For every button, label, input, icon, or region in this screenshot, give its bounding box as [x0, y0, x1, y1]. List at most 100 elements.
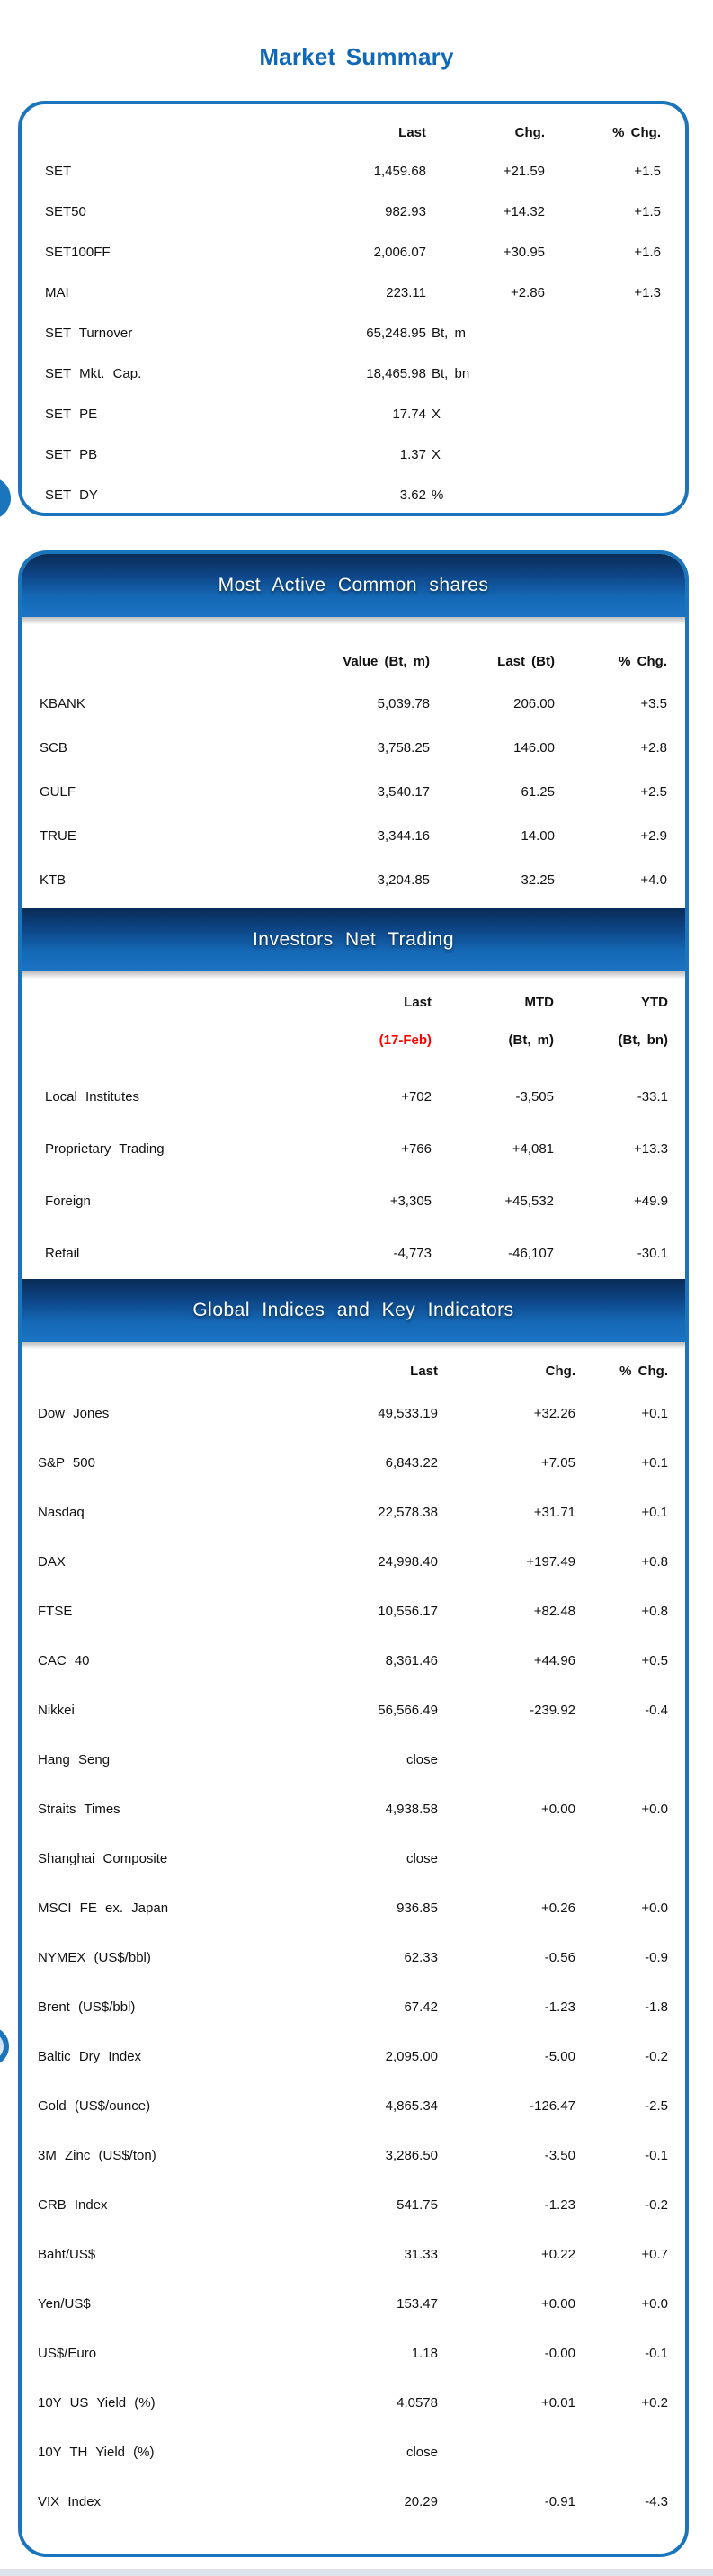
cell-pct-chg: -0.2 [645, 2049, 668, 2064]
banner-shadow [22, 1342, 685, 1349]
row-label: Proprietary Trading [45, 1140, 165, 1157]
row-label: KBANK [40, 696, 85, 711]
table-row: Nasdaq 22,578.38 +31.71 +0.1 [22, 1488, 685, 1537]
cell-pct-chg: +0.8 [641, 1554, 668, 1570]
cell-unit: Bt, bn [432, 366, 470, 381]
cell-pct-chg: -0.4 [645, 1703, 668, 1718]
cell-chg: -3.50 [544, 2148, 575, 2163]
table-row: Foreign +3,305 +45,532 +49.9 [22, 1175, 685, 1227]
cell-unit: Bt, m [432, 326, 467, 341]
cell-pct-chg: +0.7 [641, 2247, 668, 2262]
table-row: CRB Index 541.75 -1.23 -0.2 [22, 2180, 685, 2230]
cell-last: 146.00 [513, 740, 555, 756]
cell-pct-chg: +0.1 [641, 1406, 668, 1421]
cell-last: 982.93 [385, 204, 426, 219]
header-ytd-group: YTD (Bt, bn) [554, 984, 668, 1060]
cell-mtd: +45,532 [504, 1193, 554, 1209]
header-mtd-group: MTD (Bt, m) [432, 984, 555, 1060]
table-row: CAC 40 8,361.46 +44.96 +0.5 [22, 1636, 685, 1686]
table-row: SCB 3,758.25 146.00 +2.8 [22, 726, 685, 770]
cell-value: 3,344.16 [377, 828, 430, 844]
row-label: CRB Index [38, 2197, 108, 2213]
global-header-row: Last Chg. % Chg. [22, 1353, 685, 1389]
cell-chg: +14.32 [503, 204, 545, 219]
cell-pct-chg: +0.0 [641, 2296, 668, 2312]
investors-rows: Local Institutes +702 -3,505 -33.1 Propr… [22, 1070, 685, 1279]
row-label: Retail [45, 1245, 80, 1261]
row-label: Local Institutes [45, 1088, 140, 1105]
table-row: SET PE 17.74 X [22, 394, 685, 434]
cell-last: 936.85 [397, 1901, 438, 1916]
table-row: 3M Zinc (US$/ton) 3,286.50 -3.50 -0.1 [22, 2131, 685, 2180]
cell-chg: +32.26 [533, 1406, 575, 1421]
table-row: GULF 3,540.17 61.25 +2.5 [22, 770, 685, 814]
cell-last: 223.11 [386, 285, 426, 300]
table-row: SET Turnover 65,248.95 Bt, m [22, 313, 685, 353]
cell-last: 8,361.46 [385, 1653, 438, 1668]
cell-last: +766 [401, 1140, 432, 1157]
table-row: Dow Jones 49,533.19 +32.26 +0.1 [22, 1389, 685, 1438]
cell-pct-chg: +4.0 [640, 872, 667, 888]
table-row: SET 1,459.68 +21.59 +1.5 [22, 151, 685, 192]
row-label: Straits Times [38, 1802, 120, 1817]
global-indices-table: Last Chg. % Chg. Dow Jones 49,533.19 +32… [22, 1349, 685, 2554]
row-label: 10Y US Yield (%) [38, 2395, 156, 2411]
cell-unit: % [432, 487, 444, 503]
header-last-group: Last (17-Feb) [279, 984, 432, 1060]
row-label: Shanghai Composite [38, 1851, 168, 1866]
cell-last: 67.42 [404, 1999, 438, 2015]
most-active-rows: KBANK 5,039.78 206.00 +3.5 SCB 3,758.25 … [22, 682, 685, 902]
table-row: Yen/US$ 153.47 +0.00 +0.0 [22, 2279, 685, 2329]
header-mtd-unit: (Bt, m) [508, 1033, 555, 1048]
cell-pct-chg: -0.1 [645, 2346, 668, 2361]
header-last: Last [398, 124, 426, 140]
row-label: CAC 40 [38, 1653, 90, 1668]
banner-shadow [22, 617, 685, 624]
table-row: 10Y TH Yield (%) close [22, 2428, 685, 2477]
sections-container: Most Active Common shares Value (Bt, m) … [18, 550, 689, 2557]
most-active-header-row: Value (Bt, m) Last (Bt) % Chg. [22, 640, 685, 682]
row-label: Dow Jones [38, 1406, 110, 1421]
cell-value: 5,039.78 [377, 696, 430, 711]
row-label: SET50 [45, 204, 86, 219]
table-row: SET DY 3.62 % [22, 475, 685, 515]
cell-last: 31.33 [404, 2247, 438, 2262]
row-label: Foreign [45, 1193, 91, 1209]
row-label: TRUE [40, 828, 76, 844]
banner-shadow [22, 971, 685, 979]
row-label: SCB [40, 740, 67, 756]
cell-last: close [406, 1851, 438, 1866]
cell-chg: +0.00 [541, 1802, 575, 1817]
table-row: MSCI FE ex. Japan 936.85 +0.26 +0.0 [22, 1883, 685, 1933]
row-label: GULF [40, 784, 76, 800]
cell-last: close [406, 2445, 438, 2460]
cell-pct-chg: +1.6 [634, 245, 661, 260]
cell-last: 32.25 [521, 872, 555, 888]
cell-chg: -0.00 [544, 2346, 575, 2361]
table-row: SET50 982.93 +14.32 +1.5 [22, 192, 685, 232]
cell-pct-chg: +0.2 [641, 2395, 668, 2411]
cell-pct-chg: +0.0 [641, 1901, 668, 1916]
market-summary-box: Last Chg. % Chg. SET 1,459.68 +21.59 +1.… [18, 101, 689, 516]
global-rows: Dow Jones 49,533.19 +32.26 +0.1 S&P 500 … [22, 1389, 685, 2527]
table-row: SET PB 1.37 X [22, 434, 685, 475]
table-row: SET100FF 2,006.07 +30.95 +1.6 [22, 232, 685, 273]
cell-pct-chg: +1.3 [634, 285, 661, 300]
header-pct-chg: % Chg. [612, 124, 661, 140]
investors-table: Last (17-Feb) MTD (Bt, m) YTD (Bt, bn) L… [22, 979, 685, 1279]
cell-last: 206.00 [513, 696, 555, 711]
cell-pct-chg: -4.3 [645, 2494, 668, 2509]
table-row: Nikkei 56,566.49 -239.92 -0.4 [22, 1686, 685, 1735]
cell-pct-chg: -0.1 [645, 2148, 668, 2163]
cell-pct-chg: +2.9 [640, 828, 667, 844]
row-label: FTSE [38, 1604, 73, 1619]
header-last: Last [410, 1363, 438, 1379]
cell-ytd: -33.1 [637, 1088, 668, 1105]
cell-chg: -0.56 [544, 1950, 575, 1965]
cell-chg: -1.23 [544, 2197, 575, 2213]
cell-last: 24,998.40 [378, 1554, 438, 1570]
cell-last: 49,533.19 [378, 1406, 438, 1421]
header-ytd: YTD [641, 995, 668, 1010]
investors-title: Investors Net Trading [252, 929, 455, 950]
cell-pct-chg: -2.5 [645, 2098, 668, 2114]
